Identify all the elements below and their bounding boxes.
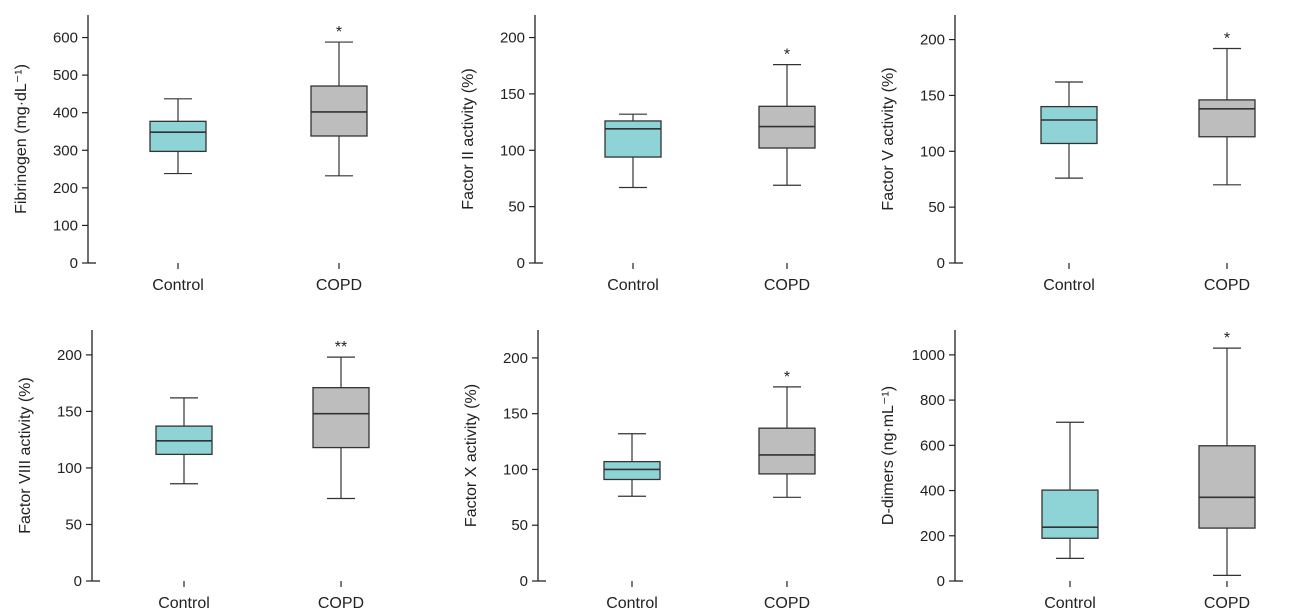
- y-tick-label: 100: [503, 461, 528, 478]
- box-copd: *: [310, 24, 368, 177]
- y-tick-label: 0: [517, 255, 525, 272]
- panel-2: 0 50 100 150 200 Factor II activity (%) Contro…: [460, 15, 816, 294]
- panel-3: 0 50 100 150 200 Factor V activity (%) Control…: [880, 15, 1256, 294]
- y-tick-label: 50: [511, 517, 528, 534]
- box-copd: *: [758, 47, 816, 186]
- box-copd: **: [312, 339, 370, 500]
- iqr-box: [312, 387, 370, 449]
- y-tick-label: 500: [53, 67, 78, 84]
- y-tick-label: 150: [500, 86, 525, 103]
- iqr-box: [758, 427, 816, 475]
- x-tick-label-control: Control: [152, 277, 204, 294]
- y-axis-label: Factor II activity (%): [460, 68, 477, 209]
- y-tick-label: 400: [920, 483, 945, 500]
- significance-marker: *: [1224, 31, 1230, 48]
- significance-marker: *: [1224, 330, 1230, 347]
- y-tick-label: 50: [508, 199, 525, 216]
- iqr-box: [310, 85, 368, 137]
- y-tick-label: 100: [920, 143, 945, 160]
- x-tick-label-control: Control: [607, 277, 659, 294]
- x-tick-label-control: Control: [606, 595, 658, 612]
- y-tick-label: 150: [503, 406, 528, 423]
- panel-4: 0 50 100 150 200 Factor VIII activity (%) Cont…: [17, 330, 370, 612]
- iqr-box: [149, 120, 207, 153]
- panel-5: 0 50 100 150 200 Factor X activity (%) Control…: [463, 330, 816, 612]
- x-tick-label-copd: COPD: [1204, 277, 1250, 294]
- x-tick-label-control: Control: [158, 595, 210, 612]
- y-axis-label: Fibrinogen (mg·dL⁻¹): [13, 64, 30, 214]
- y-tick-label: 300: [53, 142, 78, 159]
- significance-marker: *: [784, 369, 790, 386]
- y-tick-label: 0: [520, 573, 528, 590]
- y-tick-label: 1000: [912, 347, 945, 364]
- y-tick-label: 150: [920, 87, 945, 104]
- y-axis-label: Factor X activity (%): [463, 384, 480, 527]
- x-tick-label-copd: COPD: [318, 595, 364, 612]
- y-tick-label: 200: [503, 350, 528, 367]
- x-tick-label-copd: COPD: [764, 277, 810, 294]
- y-tick-label: 0: [70, 255, 78, 272]
- y-tick-label: 0: [937, 255, 945, 272]
- x-tick-label-control: Control: [1044, 595, 1096, 612]
- x-tick-label-control: Control: [1043, 277, 1095, 294]
- x-tick-label-copd: COPD: [764, 595, 810, 612]
- box-control: [1040, 81, 1098, 179]
- y-tick-label: 600: [920, 437, 945, 454]
- y-axis-label: D-dimers (ng·mL⁻¹): [880, 386, 897, 525]
- y-tick-label: 200: [920, 528, 945, 545]
- box-control: [604, 113, 662, 189]
- box-control: [155, 397, 213, 485]
- iqr-box: [1040, 105, 1098, 145]
- iqr-box: [1041, 489, 1099, 539]
- y-tick-label: 200: [500, 30, 525, 47]
- box-copd: *: [1198, 330, 1256, 576]
- box-control: [603, 433, 661, 497]
- y-tick-label: 50: [65, 516, 82, 533]
- iqr-box: [603, 460, 661, 481]
- y-tick-label: 400: [53, 105, 78, 122]
- y-tick-label: 100: [500, 142, 525, 159]
- significance-marker: *: [784, 47, 790, 64]
- box-copd: *: [758, 369, 816, 498]
- box-control: [1041, 421, 1099, 559]
- panel-1: 0 100 200 300 400 500 600 Fibrinogen (mg·dL⁻¹) C…: [13, 15, 368, 294]
- y-tick-label: 200: [57, 347, 82, 364]
- y-tick-label: 200: [53, 180, 78, 197]
- x-tick-label-copd: COPD: [1204, 595, 1250, 612]
- iqr-box: [1198, 445, 1256, 529]
- iqr-box: [1198, 99, 1256, 138]
- y-tick-label: 100: [53, 217, 78, 234]
- iqr-box: [604, 120, 662, 158]
- y-tick-label: 100: [57, 460, 82, 477]
- y-axis-label: Factor V activity (%): [880, 67, 897, 210]
- y-tick-label: 0: [937, 573, 945, 590]
- y-tick-label: 50: [928, 199, 945, 216]
- x-tick-label-copd: COPD: [316, 277, 362, 294]
- panel-6: 0 200 400 600 800 1000 D-dimers (ng·mL⁻¹) Contr…: [880, 330, 1256, 612]
- y-tick-label: 600: [53, 30, 78, 47]
- y-axis-label: Factor VIII activity (%): [17, 377, 34, 533]
- box-control: [149, 98, 207, 175]
- y-tick-label: 150: [57, 403, 82, 420]
- significance-marker: *: [336, 24, 342, 41]
- y-tick-label: 200: [920, 32, 945, 49]
- y-tick-label: 800: [920, 392, 945, 409]
- y-tick-label: 0: [74, 573, 82, 590]
- box-copd: *: [1198, 31, 1256, 186]
- significance-marker: **: [335, 339, 347, 356]
